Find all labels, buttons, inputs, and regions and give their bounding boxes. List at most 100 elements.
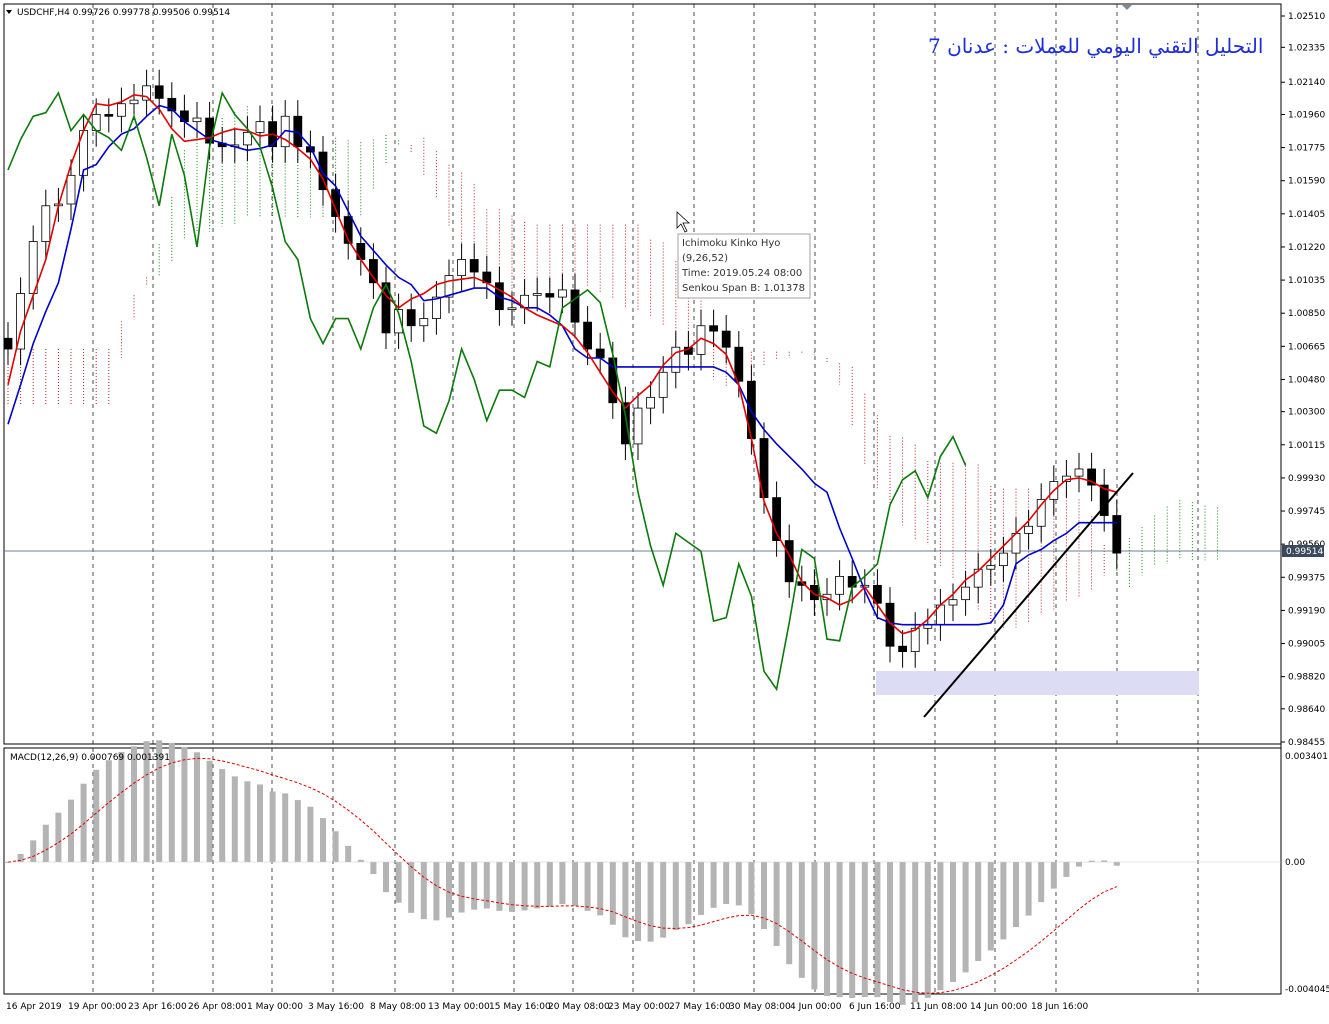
macd-bar: [320, 818, 326, 862]
price-axis[interactable]: 1.02510 1.02335 1.02140 1.01960 1.01775 1.015…: [1281, 12, 1325, 748]
macd-bar: [370, 862, 377, 874]
macd-bar: [685, 862, 692, 925]
price-label: 1.00300: [1288, 408, 1325, 418]
candle-body: [356, 242, 366, 260]
candle-body: [117, 103, 126, 117]
macd-bar: [824, 862, 830, 996]
macd-bar: [483, 862, 490, 909]
macd-bar: [874, 862, 881, 998]
candle-body: [368, 259, 378, 284]
macd-bar: [660, 862, 667, 938]
macd-bar: [181, 747, 188, 862]
price-label: 1.00850: [1288, 309, 1325, 319]
candle-body: [948, 599, 958, 606]
time-label: 13 May 00:00: [428, 1002, 490, 1012]
candle-body: [621, 402, 630, 445]
macd-bar: [962, 862, 969, 973]
price-label: 1.02510: [1288, 12, 1325, 22]
candle-body: [419, 318, 429, 327]
macd-bar: [572, 862, 578, 906]
candle-body: [469, 259, 479, 273]
macd-bar: [635, 862, 641, 942]
scroll-marker-icon[interactable]: [1122, 5, 1132, 10]
price-label: 1.02335: [1288, 43, 1325, 53]
time-label: 26 Apr 08:00: [188, 1002, 247, 1012]
macd-bar: [924, 862, 931, 998]
price-label: 0.99930: [1288, 474, 1325, 484]
candle-body: [999, 552, 1008, 567]
candle-body: [331, 189, 341, 217]
candle-body: [66, 174, 76, 205]
macd-bar: [597, 862, 604, 916]
macd-label: MACD(12,26,9) 0.000769 0.001391: [10, 753, 170, 763]
macd-bar: [496, 862, 503, 911]
macd-bar: [446, 862, 452, 918]
candle-body: [507, 307, 517, 311]
price-label: 0.98820: [1288, 673, 1325, 683]
macd-bar: [219, 769, 226, 862]
candle-body: [1074, 468, 1084, 477]
time-label: 1 May 00:00: [247, 1002, 303, 1012]
macd-bar: [836, 862, 843, 998]
macd-bar: [269, 791, 276, 862]
macd-bar: [1088, 860, 1095, 862]
price-label: 1.01590: [1288, 177, 1325, 187]
uptrend-line[interactable]: [923, 472, 1134, 718]
macd-bar: [1076, 862, 1082, 867]
macd-bar: [307, 806, 314, 862]
price-label: 0.99375: [1288, 573, 1325, 583]
macd-bar: [761, 862, 767, 930]
arabic-title: التحليل التقني اليومي للعملات : عدنان 7: [928, 34, 1263, 58]
candle-body: [142, 85, 152, 101]
macd-bar: [773, 862, 780, 946]
candle-body: [898, 645, 907, 652]
candle-body: [709, 325, 718, 332]
time-label: 30 May 08:00: [729, 1002, 791, 1012]
main-chart-panel[interactable]: [3, 3, 1282, 745]
macd-bar: [521, 862, 528, 911]
candle-body: [1112, 515, 1122, 554]
current-price-marker: 0.99514: [1282, 545, 1324, 557]
candle-body: [394, 309, 404, 334]
candle-body: [545, 293, 555, 298]
price-label: 0.98640: [1288, 705, 1325, 715]
macd-bar: [244, 781, 251, 862]
macd-bar: [231, 776, 238, 862]
candle-body: [986, 565, 996, 570]
time-label: 8 May 08:00: [370, 1002, 426, 1012]
price-label: 0.99005: [1288, 640, 1325, 650]
chikou-span-line: [7, 90, 967, 692]
macd-histogram: [5, 740, 1120, 1005]
macd-bar: [5, 862, 11, 863]
vertical-gridlines: [92, 4, 1199, 994]
macd-bar: [143, 741, 150, 862]
candle-body: [633, 407, 643, 445]
macd-bar: [17, 854, 24, 862]
tooltip-line-4: Senkou Span B: 1.01378: [682, 283, 805, 294]
candle-body: [1036, 499, 1046, 527]
candle-body: [179, 110, 189, 123]
candle-body: [646, 396, 655, 409]
dropdown-arrow-icon[interactable]: [6, 10, 12, 14]
macd-bar: [408, 862, 415, 913]
current-price-label: 0.99514: [1286, 547, 1323, 557]
candle-body: [910, 627, 920, 652]
price-label: 0.98455: [1288, 738, 1325, 748]
candle-body: [318, 151, 328, 191]
candle-body: [973, 568, 983, 588]
candle-body: [885, 602, 895, 647]
candle-body: [1024, 525, 1033, 534]
candle-body: [961, 586, 970, 601]
trendlines[interactable]: [923, 472, 1134, 718]
macd-bar: [672, 862, 679, 930]
macd-bar: [912, 862, 919, 1003]
macd-bar: [735, 862, 742, 906]
macd-bar: [622, 862, 629, 938]
time-axis[interactable]: 16 Apr 2019 19 Apr 00:00 23 Apr 16:00 26 Ap…: [6, 1002, 1088, 1012]
macd-bar: [698, 862, 704, 915]
macd-bar: [1013, 862, 1019, 928]
price-label: 1.01775: [1288, 144, 1325, 154]
macd-scale-zero: 0.00: [1285, 858, 1305, 868]
macd-bar: [975, 862, 982, 962]
time-label: 23 May 00:00: [608, 1002, 670, 1012]
